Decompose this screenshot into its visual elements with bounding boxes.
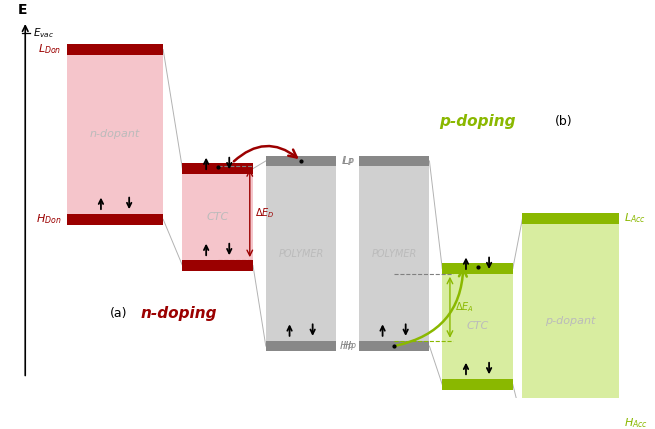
Text: $H_{Don}$: $H_{Don}$ — [36, 212, 62, 226]
Bar — [442, 379, 513, 390]
Bar — [67, 214, 163, 225]
Text: POLYMER: POLYMER — [278, 248, 324, 259]
Bar — [182, 163, 253, 174]
Bar — [442, 263, 513, 390]
Text: CTC: CTC — [466, 321, 489, 332]
Bar — [523, 213, 619, 428]
Bar — [266, 156, 337, 351]
Text: $H_P$: $H_P$ — [339, 339, 354, 353]
Text: $\Delta E_D$: $\Delta E_D$ — [255, 206, 274, 220]
Bar — [359, 341, 430, 351]
Bar — [67, 44, 163, 55]
Bar — [182, 260, 253, 271]
Text: $L_{Acc}$: $L_{Acc}$ — [624, 211, 646, 226]
Text: n-dopant: n-dopant — [90, 130, 140, 139]
Bar — [67, 44, 163, 225]
FancyArrowPatch shape — [397, 269, 467, 345]
Text: p-dopant: p-dopant — [546, 316, 596, 326]
Text: $L_{Don}$: $L_{Don}$ — [39, 42, 62, 57]
Bar — [523, 417, 619, 428]
Text: $\Delta E_A$: $\Delta E_A$ — [455, 300, 474, 314]
Text: $H_P$: $H_P$ — [341, 339, 356, 353]
Bar — [359, 156, 430, 351]
Bar — [266, 156, 337, 166]
Text: $H_{Acc}$: $H_{Acc}$ — [624, 416, 648, 429]
Bar — [442, 263, 513, 274]
Text: (b): (b) — [555, 115, 573, 127]
Text: $L_P$: $L_P$ — [341, 154, 354, 168]
Bar — [266, 341, 337, 351]
Bar — [359, 156, 430, 166]
Text: $L_P$: $L_P$ — [341, 154, 354, 168]
FancyArrowPatch shape — [234, 146, 297, 161]
Text: $E_{vac}$: $E_{vac}$ — [33, 26, 54, 39]
Text: (a): (a) — [109, 307, 127, 320]
Text: n-doping: n-doping — [141, 305, 217, 320]
Text: CTC: CTC — [206, 212, 229, 222]
Text: p-doping: p-doping — [440, 114, 515, 129]
Bar — [182, 163, 253, 271]
Text: POLYMER: POLYMER — [371, 248, 417, 259]
Text: E: E — [17, 3, 27, 17]
Bar — [523, 213, 619, 224]
